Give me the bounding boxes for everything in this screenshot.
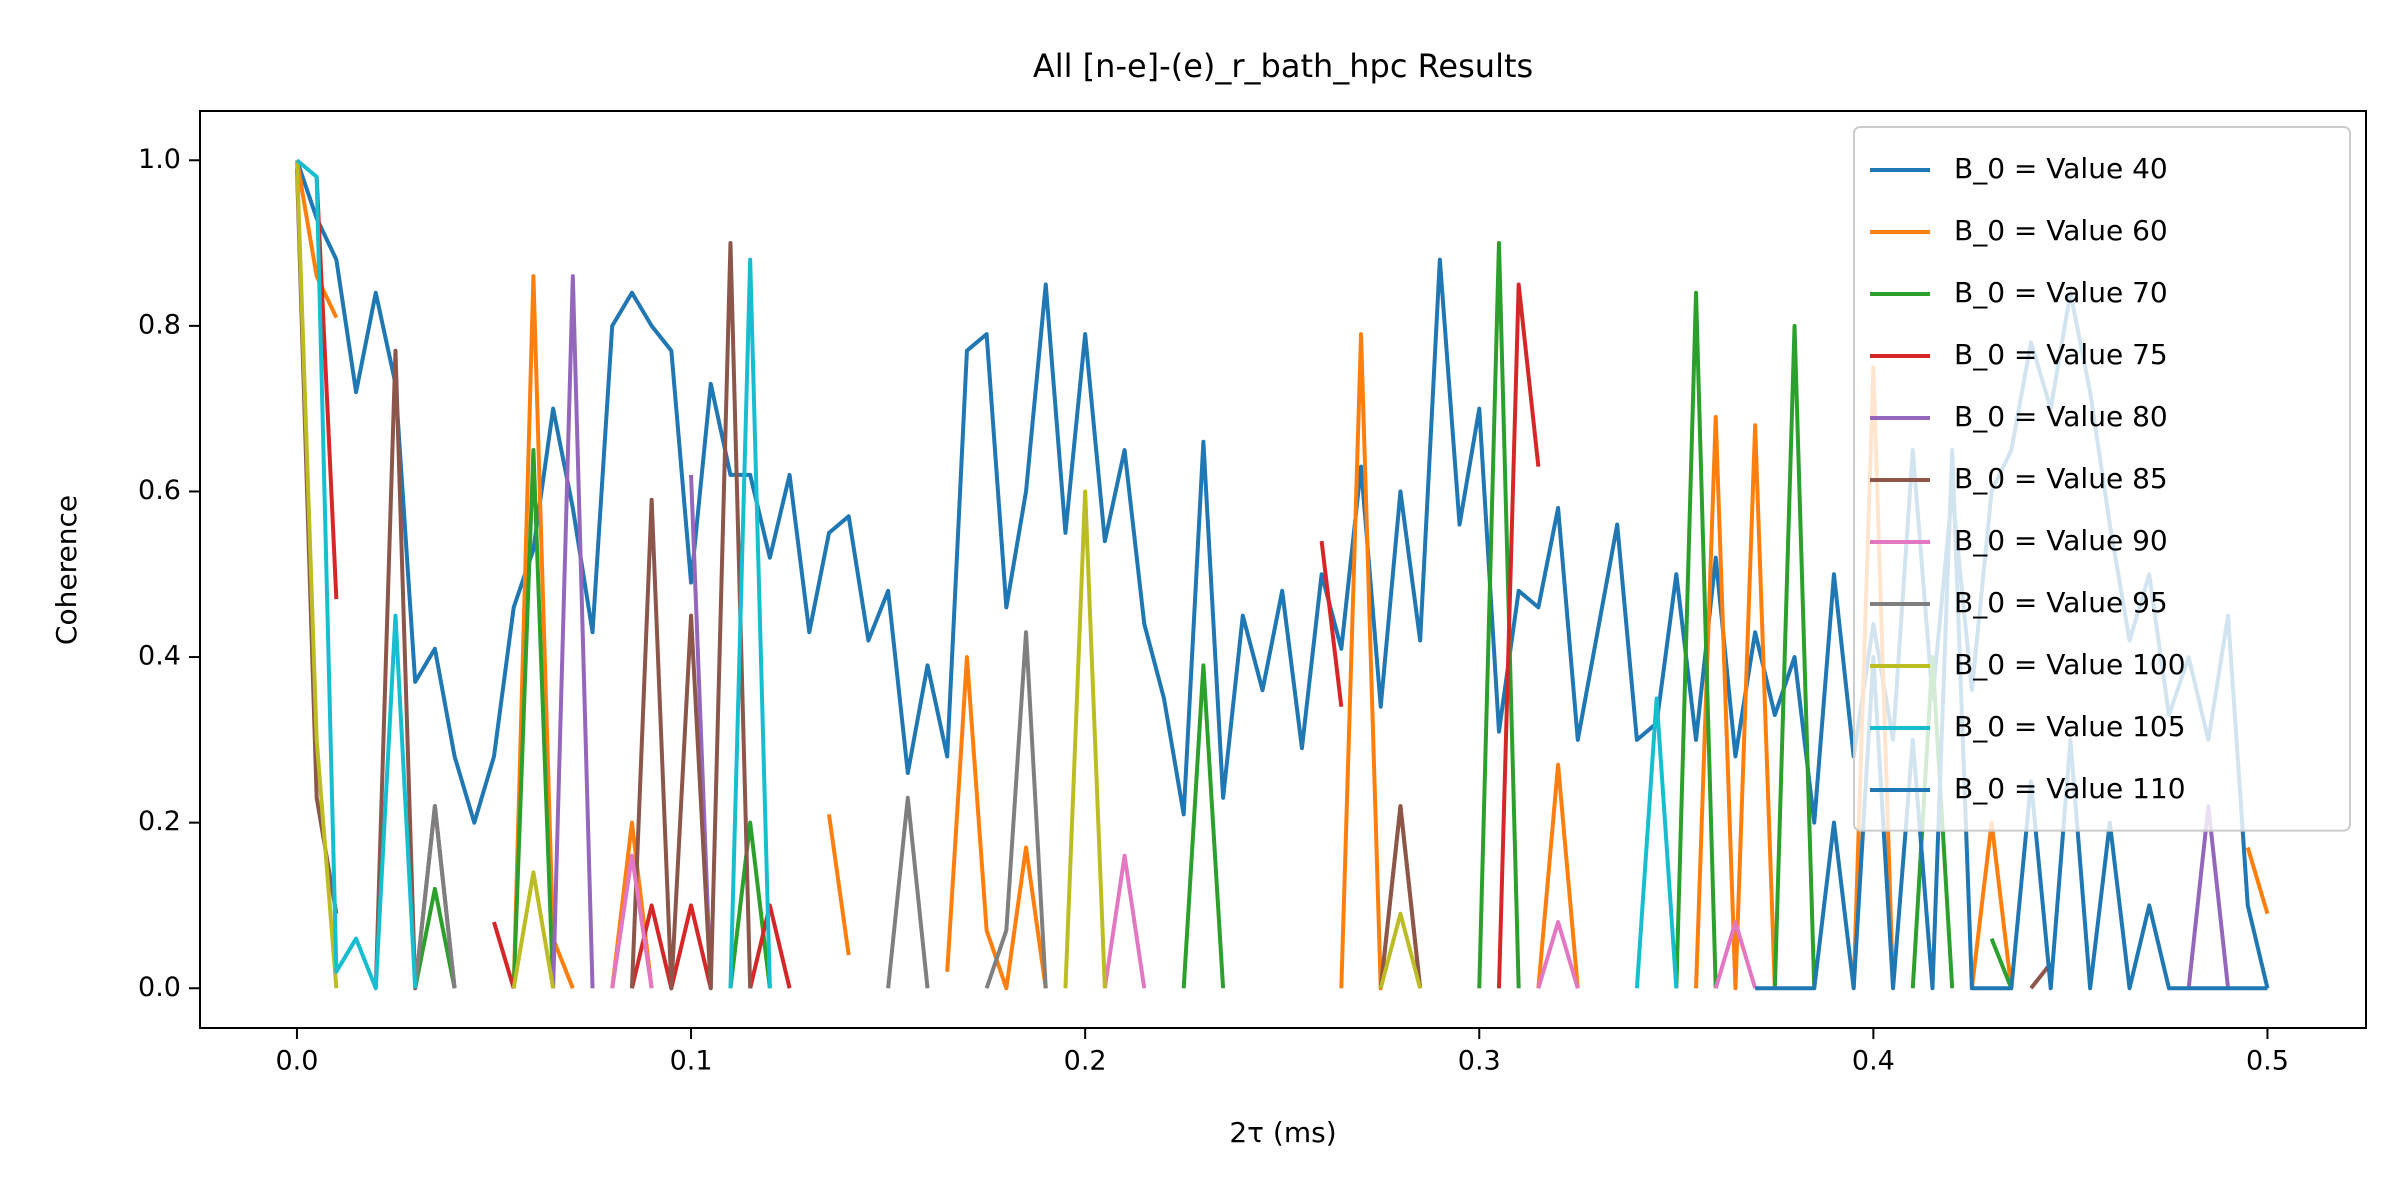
legend-label: B_0 = Value 110 [1954, 772, 2186, 805]
legend: B_0 = Value 40 B_0 = Value 60 B_0 = Value … [1853, 126, 2351, 832]
x-tick-label: 0.5 [2246, 1046, 2289, 1077]
x-tick-label: 0.4 [1852, 1046, 1895, 1077]
legend-label: B_0 = Value 80 [1954, 400, 2168, 433]
chart-title: All [n-e]-(e)_r_bath_hpc Results [1033, 47, 1533, 85]
legend-label: B_0 = Value 90 [1954, 524, 2168, 557]
legend-label: B_0 = Value 85 [1954, 462, 2168, 495]
series-line [413, 630, 1048, 989]
series-line [610, 853, 1758, 989]
y-tick-label: 0.6 [138, 475, 181, 506]
legend-label: B_0 = Value 70 [1954, 276, 2168, 309]
y-tick-label: 0.0 [138, 972, 181, 1003]
x-axis-label: 2τ (ms) [1229, 1116, 1336, 1149]
plot-lines [294, 158, 2270, 991]
x-tick-label: 0.0 [275, 1046, 318, 1077]
x-tick-label: 0.1 [670, 1046, 713, 1077]
legend-label: B_0 = Value 100 [1954, 648, 2186, 681]
y-tick-label: 0.2 [138, 806, 181, 837]
y-axis-label: Coherence [50, 495, 83, 645]
legend-label: B_0 = Value 40 [1954, 152, 2168, 185]
legend-label: B_0 = Value 95 [1954, 586, 2168, 619]
legend-label: B_0 = Value 60 [1954, 214, 2168, 247]
y-tick-label: 0.4 [138, 641, 181, 672]
legend-frame [1853, 126, 2351, 832]
y-tick-label: 0.8 [138, 309, 181, 340]
legend-label: B_0 = Value 75 [1954, 338, 2168, 371]
x-tick-label: 0.2 [1064, 1046, 1107, 1077]
series-line [295, 158, 1679, 991]
y-tick-label: 1.0 [138, 144, 181, 175]
x-tick-label: 0.3 [1458, 1046, 1501, 1077]
series-line [1755, 448, 2268, 991]
series-line [294, 160, 1423, 989]
legend-label: B_0 = Value 105 [1954, 710, 2186, 743]
plot-frame [199, 110, 2367, 1029]
